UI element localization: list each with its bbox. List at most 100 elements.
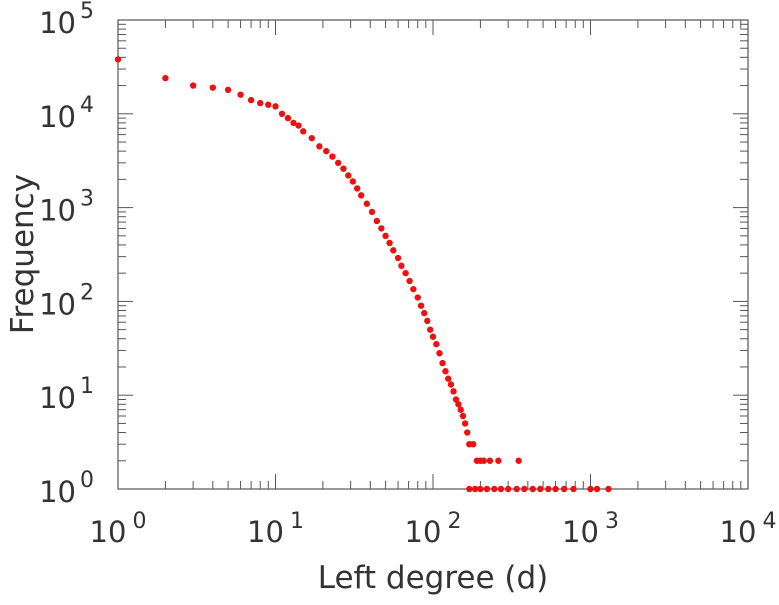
data-point: [480, 457, 487, 464]
data-point: [209, 84, 217, 91]
data-point: [455, 401, 462, 408]
data-point: [189, 82, 197, 89]
data-point: [486, 457, 494, 464]
x-tick-labels: 10 0 10 1 10 2 10 3 10 4: [90, 509, 777, 549]
data-point: [495, 457, 502, 464]
x-tick-label-base: 10: [405, 515, 442, 549]
data-point: [295, 122, 302, 129]
data-point: [382, 232, 389, 240]
data-point: [406, 277, 413, 285]
data-point: [378, 225, 385, 232]
x-tick-label-exp: 0: [132, 509, 146, 534]
data-point: [272, 103, 279, 110]
data-point: [560, 485, 568, 493]
data-point: [265, 101, 272, 108]
x-tick-label-base: 10: [247, 515, 284, 549]
data-point: [450, 388, 457, 395]
data-point: [308, 134, 315, 142]
y-tick-label: 10: [39, 475, 76, 509]
data-point: [394, 254, 402, 262]
data-point: [442, 368, 449, 375]
y-tick-label-exp: 4: [80, 93, 94, 118]
data-point: [386, 239, 393, 247]
y-tick-label: 10: [39, 194, 76, 228]
data-point: [340, 165, 347, 172]
data-point: [349, 178, 357, 185]
data-point: [373, 217, 381, 225]
data-point: [247, 96, 255, 104]
data-point: [470, 441, 477, 448]
data-point: [237, 91, 244, 98]
data-point: [224, 86, 232, 94]
data-point: [162, 74, 169, 82]
y-tick-label-exp: 3: [80, 187, 94, 212]
data-point: [497, 485, 505, 493]
data-point: [445, 375, 452, 382]
data-point: [424, 317, 431, 325]
data-point: [414, 294, 421, 301]
data-point: [257, 99, 264, 107]
data-point: [436, 350, 443, 357]
data-point: [329, 153, 336, 160]
data-point: [427, 326, 434, 333]
data-point: [368, 208, 376, 216]
x-tick-label: 10 2: [405, 509, 462, 549]
data-point: [545, 485, 552, 493]
data-point: [345, 172, 352, 179]
data-point: [316, 143, 323, 150]
y-tick-label: 10: [39, 287, 76, 321]
data-point: [353, 185, 361, 192]
data-point: [300, 128, 307, 135]
y-tick-label-exp: 2: [80, 280, 94, 305]
data-point: [452, 396, 460, 403]
data-point: [459, 412, 467, 420]
data-point: [464, 429, 471, 436]
y-axis-label: Frequency: [5, 174, 41, 334]
data-point: [363, 200, 371, 207]
data-point: [593, 485, 601, 493]
data-point: [570, 485, 577, 493]
x-tick-label: 10 0: [90, 509, 147, 549]
data-point: [447, 381, 455, 388]
data-point: [537, 485, 544, 493]
data-point: [114, 56, 122, 63]
data-point: [429, 333, 437, 340]
data-point: [410, 285, 417, 293]
data-point: [334, 159, 342, 167]
x-tick-label-exp: 3: [605, 509, 619, 534]
data-point: [491, 485, 498, 493]
data-point: [278, 110, 286, 118]
data-point: [477, 485, 484, 493]
data-point: [466, 485, 473, 493]
y-tick-label-exp: 0: [80, 468, 94, 493]
data-point: [605, 485, 612, 493]
data-point: [433, 340, 440, 348]
data-point: [461, 420, 469, 427]
y-tick-label: 10: [39, 100, 76, 134]
y-tick-label-exp: 5: [80, 0, 94, 24]
x-tick-label-base: 10: [562, 515, 599, 549]
y-tick-label: 10: [39, 381, 76, 415]
data-point: [402, 269, 409, 277]
data-point: [471, 485, 479, 493]
x-axis-label: Left degree (d): [318, 560, 549, 596]
data-point: [439, 359, 446, 367]
data-point: [552, 485, 559, 493]
data-point: [521, 485, 528, 493]
data-point: [398, 262, 405, 269]
axis-ticks: [117, 20, 748, 490]
x-tick-label: 10 1: [247, 509, 304, 549]
x-tick-label-base: 10: [90, 515, 127, 549]
data-point: [457, 406, 464, 413]
data-point: [417, 302, 425, 309]
data-point: [421, 309, 428, 317]
y-tick-label: 10: [39, 6, 76, 40]
x-tick-label-exp: 4: [762, 509, 776, 534]
data-point: [390, 247, 397, 254]
data-point: [587, 485, 594, 493]
data-point: [323, 147, 330, 155]
data-point: [529, 485, 536, 493]
